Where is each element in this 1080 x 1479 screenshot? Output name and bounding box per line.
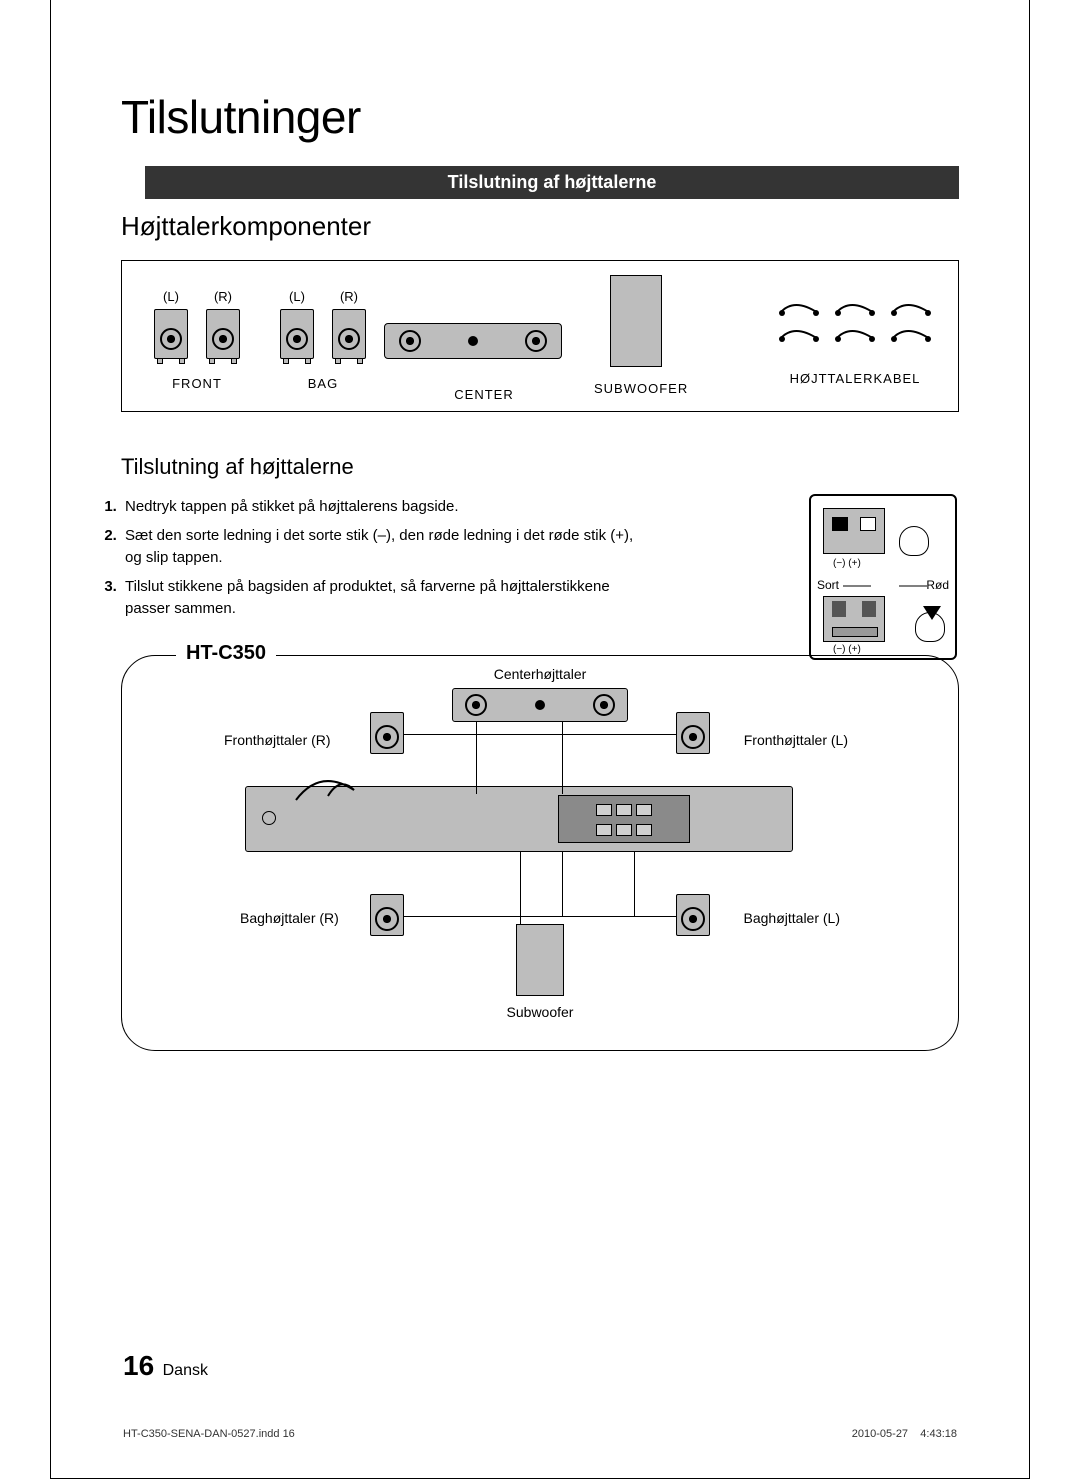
sub-label: SUBWOOFER (594, 381, 678, 396)
polarity-top: (−) (+) (833, 558, 861, 569)
rear-speakers: (L) (R) BAG (268, 309, 378, 391)
w-rear-l-label: Baghøjttaler (L) (744, 910, 840, 926)
bag-label: BAG (268, 376, 378, 391)
w-rear-r-label: Baghøjttaler (R) (240, 910, 339, 926)
step-3: Tilslut stikkene på bagsiden af produkte… (121, 576, 651, 621)
w-center-speaker (452, 688, 628, 722)
wiring-diagram: HT-C350 Centerhøjttaler Fronthøjttaler (… (121, 655, 959, 1051)
bag-r-label: (R) (332, 289, 366, 304)
w-center-label: Centerhøjttaler (494, 666, 587, 682)
front-r-label: (R) (206, 289, 240, 304)
polarity-bot: (−) (+) (833, 644, 861, 655)
page-number: 16 (123, 1350, 154, 1381)
w-rear-l-spk (676, 894, 710, 936)
subwoofer: SUBWOOFER (594, 275, 678, 396)
step-1: Nedtryk tappen på stikket på højttaleren… (121, 496, 651, 519)
step-2: Sæt den sorte ledning i det sorte stik (… (121, 525, 651, 570)
model-name: HT-C350 (176, 642, 276, 665)
w-sub-label: Subwoofer (507, 1004, 574, 1020)
hand-icon (899, 526, 929, 556)
w-subwoofer (516, 924, 564, 996)
cable-curl-icon (292, 766, 362, 806)
speaker-ports-panel (558, 795, 690, 843)
print-footer: HT-C350-SENA-DAN-0527.indd 16 2010-05-27… (123, 1428, 957, 1440)
terminal-detail: (−) (+) Sort Rød (−) (+) (809, 494, 957, 660)
w-front-l-spk (676, 712, 710, 754)
w-front-r-spk (370, 712, 404, 754)
sort-label: Sort (817, 578, 839, 592)
front-l-label: (L) (154, 289, 188, 304)
rod-label: Rød (926, 578, 949, 592)
w-rear-r-spk (370, 894, 404, 936)
center-speaker: CENTER (384, 323, 584, 402)
front-speakers: (L) (R) FRONT (142, 309, 252, 391)
print-time: 4:43:18 (920, 1428, 957, 1440)
components-heading: Højttalerkomponenter (121, 211, 959, 242)
w-front-r-label: Fronthøjttaler (R) (224, 732, 331, 748)
front-label: FRONT (142, 376, 252, 391)
components-box: (L) (R) FRONT (L) (R) BAG CENTER SUBWOOF… (121, 260, 959, 412)
w-front-l-label: Fronthøjttaler (L) (744, 732, 848, 748)
section-band: Tilslutning af højttalerne (145, 166, 959, 199)
page-footer: 16 Dansk (123, 1350, 208, 1382)
print-file: HT-C350-SENA-DAN-0527.indd 16 (123, 1428, 295, 1440)
arrow-down-icon (923, 606, 941, 620)
page-lang: Dansk (163, 1362, 208, 1379)
print-date: 2010-05-27 (852, 1428, 908, 1440)
page-title: Tilslutninger (121, 90, 959, 144)
steps-list: Nedtryk tappen på stikket på højttaleren… (121, 496, 651, 621)
speaker-cables: HØJTTALERKABEL (770, 299, 940, 386)
bag-l-label: (L) (280, 289, 314, 304)
center-label: CENTER (384, 387, 584, 402)
cable-label: HØJTTALERKABEL (770, 371, 940, 386)
connect-heading: Tilslutning af højttalerne (121, 454, 959, 480)
